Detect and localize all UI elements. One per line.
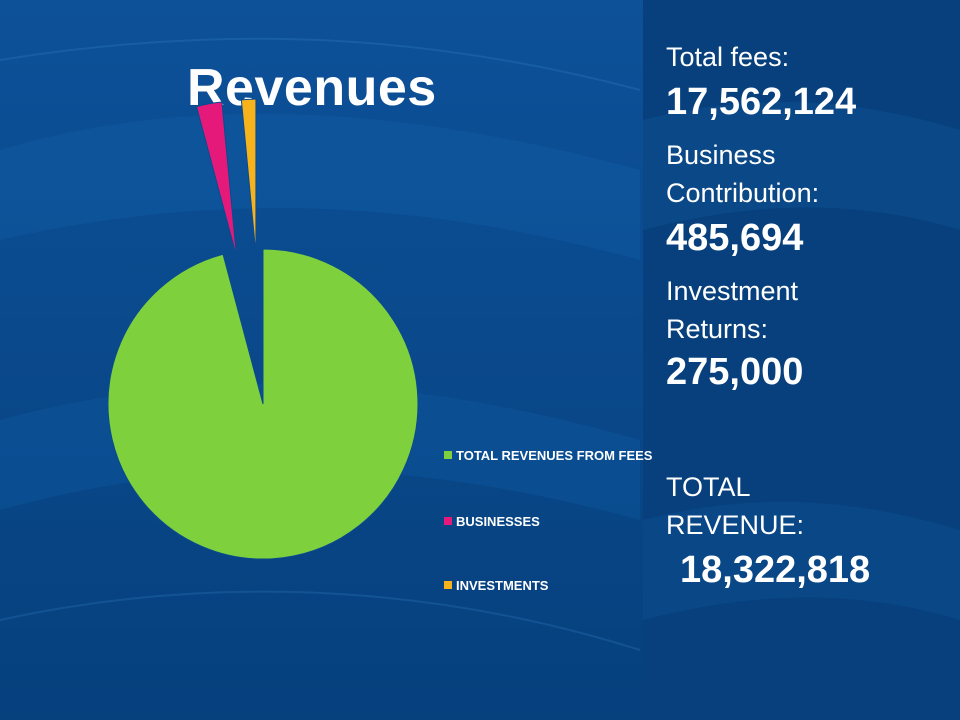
investment-returns-label-line2: Returns: [666,314,769,344]
legend-swatch-investments [444,581,452,589]
business-contribution-value: 485,694 [666,217,804,259]
legend-swatch-fees [444,451,452,459]
legend-swatch-businesses [444,517,452,525]
pie-slice-investments [240,98,257,255]
legend-label-businesses: BUSINESSES [456,514,540,529]
total-revenue-label-line2: REVENUE: [666,510,805,540]
pie-slice-fees [107,248,419,560]
legend-label-fees: TOTAL REVENUES FROM FEES [456,448,653,463]
investment-returns-value: 275,000 [666,351,804,393]
total-revenue-label-line1: TOTAL [666,472,751,502]
legend-item-businesses: BUSINESSES [444,512,659,531]
investment-returns-label-line1: Investment [666,276,799,306]
business-contribution-label-line1: Business [666,140,776,170]
pie-slice-businesses [195,101,238,257]
business-contribution-label-line2: Contribution: [666,178,820,208]
legend-item-fees: TOTAL REVENUES FROM FEES [444,446,659,465]
total-fees-label: Total fees: [666,42,790,72]
total-revenue-value: 18,322,818 [680,549,871,591]
total-fees-value: 17,562,124 [666,81,857,123]
legend-label-investments: INVESTMENTS [456,578,549,593]
slide-title: Revenues [187,59,437,117]
legend-item-investments: INVESTMENTS [444,576,659,595]
